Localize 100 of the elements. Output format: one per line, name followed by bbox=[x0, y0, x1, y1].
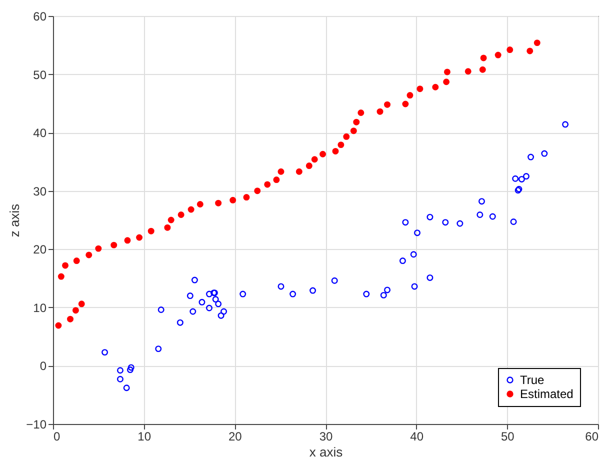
x-tick-label: 0 bbox=[54, 430, 60, 444]
point bbox=[78, 300, 85, 308]
x-axis-title: x axis bbox=[309, 444, 344, 460]
point bbox=[58, 273, 64, 280]
point bbox=[116, 376, 124, 382]
point bbox=[456, 220, 464, 227]
x-tick-label: 10 bbox=[138, 430, 152, 444]
point bbox=[541, 150, 548, 157]
point bbox=[380, 292, 387, 298]
x-tick-label: 50 bbox=[500, 430, 515, 444]
point bbox=[278, 283, 284, 290]
point bbox=[411, 283, 418, 290]
point bbox=[489, 213, 496, 220]
point bbox=[353, 118, 360, 126]
point bbox=[126, 366, 134, 374]
point bbox=[562, 121, 569, 128]
point bbox=[310, 287, 316, 294]
y-tick-label: 40 bbox=[33, 126, 47, 140]
point bbox=[311, 156, 318, 163]
y-tick-label: 10 bbox=[33, 300, 47, 315]
legend-label: True bbox=[520, 373, 545, 387]
point bbox=[416, 86, 424, 92]
point bbox=[206, 290, 212, 298]
point bbox=[444, 68, 450, 76]
point bbox=[410, 251, 417, 258]
x-tick-label: 30 bbox=[319, 430, 333, 444]
point bbox=[358, 110, 364, 116]
point bbox=[480, 54, 487, 62]
point bbox=[178, 212, 184, 218]
point bbox=[332, 148, 339, 154]
point bbox=[426, 274, 434, 281]
point bbox=[230, 196, 236, 204]
point bbox=[443, 78, 450, 86]
point bbox=[331, 277, 338, 284]
point bbox=[464, 68, 472, 75]
point bbox=[243, 194, 250, 201]
point bbox=[67, 316, 74, 322]
point bbox=[186, 292, 194, 300]
point bbox=[442, 219, 449, 226]
point bbox=[116, 367, 124, 374]
y-tick-label: 0 bbox=[40, 359, 47, 374]
x-tick-label: 40 bbox=[410, 430, 424, 444]
point bbox=[426, 214, 434, 220]
point bbox=[215, 300, 222, 308]
y-tick-label: 20 bbox=[33, 242, 47, 257]
point bbox=[384, 101, 391, 108]
point bbox=[402, 100, 409, 108]
point bbox=[86, 252, 92, 258]
point bbox=[254, 188, 261, 194]
point bbox=[290, 290, 296, 298]
point bbox=[522, 173, 530, 180]
legend-label: Estimated bbox=[520, 387, 574, 401]
point bbox=[406, 92, 414, 99]
point bbox=[350, 128, 357, 134]
point bbox=[479, 66, 486, 73]
point bbox=[402, 219, 409, 226]
point bbox=[296, 168, 302, 175]
point bbox=[338, 142, 344, 148]
point bbox=[518, 176, 525, 182]
point bbox=[432, 84, 439, 90]
x-tick-label: 60 bbox=[585, 430, 599, 444]
point bbox=[212, 296, 219, 303]
point bbox=[240, 290, 246, 298]
point bbox=[376, 108, 384, 115]
point bbox=[72, 307, 79, 314]
point bbox=[264, 181, 271, 188]
point bbox=[110, 242, 118, 248]
point bbox=[73, 258, 80, 264]
y-tick-label: 30 bbox=[33, 184, 47, 198]
point bbox=[220, 308, 228, 315]
y-axis-title: z axis bbox=[7, 203, 22, 238]
point bbox=[206, 304, 212, 312]
point bbox=[399, 258, 406, 264]
point bbox=[218, 312, 224, 319]
point bbox=[528, 154, 534, 160]
point bbox=[512, 175, 519, 182]
point bbox=[190, 308, 196, 315]
point bbox=[128, 364, 134, 371]
point bbox=[168, 216, 174, 224]
point bbox=[155, 346, 162, 352]
y-tick-label: 50 bbox=[33, 68, 47, 82]
y-tick-label: 60 bbox=[33, 10, 47, 24]
point bbox=[123, 384, 130, 392]
point bbox=[164, 224, 171, 231]
point bbox=[534, 40, 540, 46]
x-tick-label: 20 bbox=[228, 430, 242, 444]
point bbox=[196, 201, 204, 208]
point bbox=[124, 237, 131, 244]
point bbox=[55, 322, 62, 329]
point bbox=[158, 306, 164, 313]
point bbox=[414, 230, 420, 236]
point bbox=[384, 286, 391, 294]
point bbox=[478, 198, 485, 205]
point bbox=[95, 245, 102, 252]
point bbox=[506, 46, 514, 54]
point bbox=[510, 218, 517, 225]
point bbox=[62, 262, 69, 269]
point bbox=[278, 168, 284, 175]
point bbox=[494, 52, 502, 58]
point bbox=[476, 212, 484, 218]
